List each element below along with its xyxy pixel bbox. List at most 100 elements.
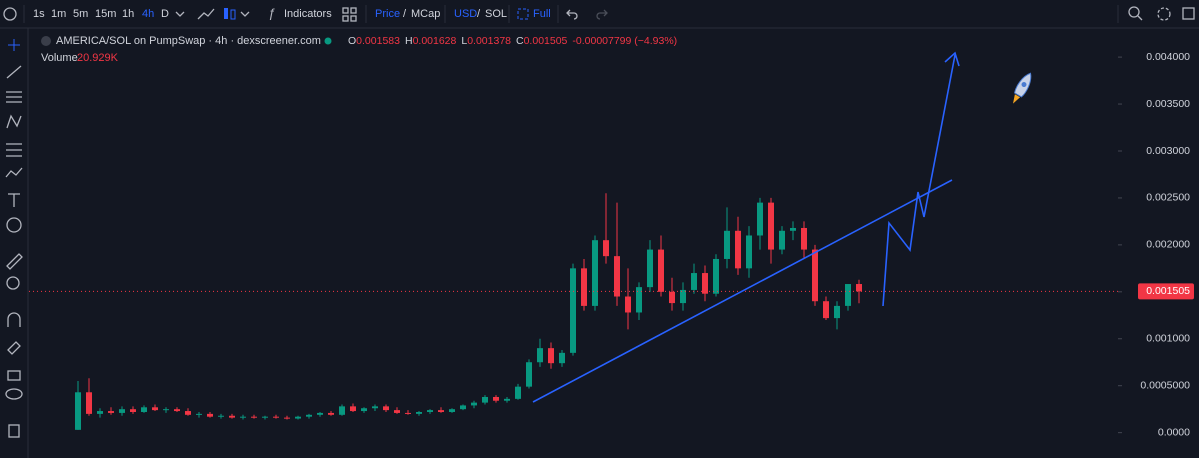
candle-body: [713, 258, 719, 294]
ruler-tool[interactable]: [6, 253, 23, 270]
magnet-tool[interactable]: [7, 312, 21, 327]
interval-button[interactable]: 5m: [73, 8, 88, 20]
candle-body: [790, 227, 796, 231]
brush-tool[interactable]: [5, 167, 23, 178]
candle-body: [306, 414, 312, 417]
indicators-button[interactable]: Indicators: [284, 8, 332, 20]
delete-tool[interactable]: [8, 424, 20, 438]
text-tool[interactable]: [8, 193, 20, 207]
candle-body: [779, 230, 785, 250]
chart-type-dropdown[interactable]: [240, 11, 250, 17]
interval-button[interactable]: 4h: [142, 8, 154, 20]
sol-toggle[interactable]: SOL: [485, 8, 507, 20]
projection-tool[interactable]: [6, 143, 22, 157]
candle-body: [504, 398, 510, 401]
candle-body: [262, 416, 268, 418]
trendline-tool[interactable]: [6, 65, 22, 79]
settings-icon[interactable]: [1157, 7, 1171, 21]
candle-body: [86, 392, 92, 414]
y-tick-label: 0.003000: [1146, 145, 1190, 157]
candle-body: [119, 409, 125, 413]
candle-body: [372, 406, 378, 409]
zoom-tool[interactable]: [6, 276, 20, 290]
fib-tool[interactable]: [6, 91, 22, 103]
plot: 0.00000.00050000.0010000.0015000.0020000…: [29, 51, 1194, 438]
candle-body: [141, 407, 147, 412]
candle-body: [339, 406, 345, 415]
candle-body: [174, 409, 180, 412]
candle-body: [295, 416, 301, 419]
emoji-tool[interactable]: [6, 217, 22, 233]
interval-group: 1s 1m 5m 15m 1h 4h D: [33, 8, 169, 20]
open-key: O: [348, 35, 356, 47]
status-dot: [324, 37, 332, 45]
candle-body: [669, 291, 675, 304]
rocket-icon: [1013, 72, 1032, 104]
candle-body: [702, 273, 708, 294]
chart-type-candles[interactable]: [224, 8, 236, 20]
candle-body: [680, 289, 686, 304]
search-icon[interactable]: [1128, 6, 1143, 21]
interval-button[interactable]: 15m: [95, 8, 116, 20]
candle-body: [405, 412, 411, 414]
low-key: L: [461, 35, 467, 47]
interval-button[interactable]: D: [161, 8, 169, 20]
redo-button[interactable]: [596, 9, 608, 20]
candle-body: [240, 416, 246, 418]
candle-body: [185, 411, 191, 415]
candle-body: [460, 405, 466, 410]
candle-body: [614, 256, 620, 297]
candle-body: [207, 413, 213, 417]
candle-body: [515, 386, 521, 399]
candle-body: [636, 287, 642, 313]
crosshair-tool[interactable]: [8, 39, 20, 51]
candle-body: [284, 417, 290, 419]
candle-body: [834, 305, 840, 319]
candle-body: [449, 409, 455, 412]
pattern-tool[interactable]: [6, 114, 22, 129]
candle-body: [427, 410, 433, 412]
y-tick-label: 0.002000: [1146, 239, 1190, 251]
mcap-toggle[interactable]: MCap: [411, 8, 440, 20]
add-symbol-icon[interactable]: [3, 7, 17, 21]
lock-drawing-tool[interactable]: [7, 341, 21, 355]
separator: /: [477, 8, 481, 20]
candle-body: [361, 408, 367, 412]
interval-dropdown[interactable]: [175, 11, 185, 17]
candle-body: [526, 362, 532, 387]
candle-body: [647, 249, 653, 288]
y-tick-label: 0.004000: [1146, 51, 1190, 63]
candle-body: [75, 392, 81, 430]
change-value: -0.00007799 (−4.93%): [572, 35, 677, 47]
lock-tool[interactable]: [7, 370, 21, 381]
interval-button[interactable]: 1m: [51, 8, 66, 20]
candle-body: [317, 412, 323, 415]
volume-value: 20.929K: [77, 52, 119, 64]
last-price-badge: [1138, 283, 1194, 300]
chart-type-line[interactable]: [197, 8, 215, 20]
candle-body: [471, 402, 477, 406]
full-button[interactable]: Full: [533, 8, 551, 20]
hide-tool[interactable]: [5, 388, 23, 400]
usd-toggle[interactable]: USD: [454, 8, 477, 20]
projection-arrow: [882, 51, 960, 307]
interval-button[interactable]: 1s: [33, 8, 45, 20]
interval-button[interactable]: 1h: [122, 8, 134, 20]
candle-body: [757, 202, 763, 236]
last-price-label: 0.001505: [1146, 285, 1190, 297]
candle-body: [163, 409, 169, 411]
screenshot-icon[interactable]: [1182, 7, 1195, 20]
candle-body: [746, 235, 752, 269]
y-tick-label: 0.003500: [1146, 98, 1190, 110]
candle-body: [97, 411, 103, 414]
candle-body: [724, 230, 730, 259]
layout-icon[interactable]: [342, 7, 357, 22]
candle-body: [856, 284, 862, 292]
price-toggle[interactable]: Price: [375, 8, 400, 20]
fx-icon: ƒ: [268, 5, 275, 20]
candle-body: [218, 415, 224, 417]
candle-body: [394, 410, 400, 413]
candle-body: [328, 412, 334, 415]
undo-button[interactable]: [566, 9, 578, 20]
